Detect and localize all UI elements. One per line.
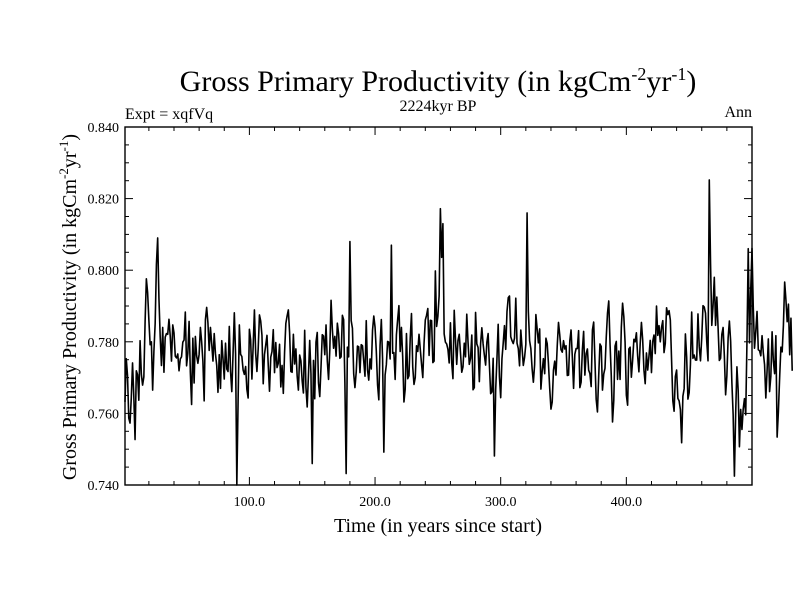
chart-title: Gross Primary Productivity (in kgCm-2yr-…: [180, 64, 697, 98]
y-tick-label: 0.840: [88, 121, 120, 136]
chart-subtitle: 2224kyr BP: [400, 98, 477, 115]
x-tick-label: 200.0: [359, 495, 391, 510]
x-tick-label: 100.0: [234, 495, 266, 510]
y-tick-label: 0.760: [88, 407, 120, 422]
season-label: Ann: [724, 104, 752, 121]
y-axis-label: Gross Primary Productivity (in kgCm-2yr-…: [56, 134, 81, 480]
x-tick-label: 400.0: [611, 495, 643, 510]
x-axis-label: Time (in years since start): [334, 515, 542, 537]
y-tick-label: 0.740: [88, 479, 120, 494]
y-tick-label: 0.800: [88, 264, 120, 279]
plot-frame: [124, 126, 753, 486]
experiment-label: Expt = xqfVq: [125, 106, 213, 123]
y-tick-labels: 0.740 0.760 0.780 0.800 0.820 0.840: [88, 121, 120, 494]
series-group: [124, 179, 794, 486]
series-line-ann: [124, 179, 794, 486]
x-tick-label: 300.0: [485, 495, 517, 510]
x-tick-labels: 100.0 200.0 300.0 400.0: [234, 495, 642, 510]
y-tick-label: 0.820: [88, 193, 120, 208]
y-tick-label: 0.780: [88, 336, 120, 351]
